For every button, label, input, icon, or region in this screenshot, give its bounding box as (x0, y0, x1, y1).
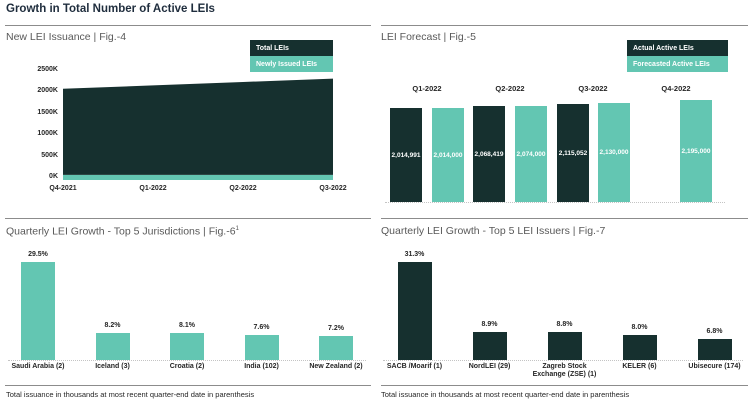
fig5-legend: Actual Active LEIs Forecasted Active LEIs (627, 40, 728, 72)
fig5-title: LEI Forecast | Fig.-5 (381, 31, 476, 43)
y-tick-label: 500K (41, 151, 58, 159)
percent-value-label: 6.8% (706, 328, 723, 335)
forecast-leis-bar: 2,195,000 (680, 100, 712, 202)
percent-value-label: 8.0% (631, 324, 648, 331)
y-tick-label: 0K (49, 173, 58, 180)
category-label: Croatia (2) (169, 363, 205, 370)
forecast-leis-bar: 2,130,000 (598, 103, 630, 202)
percent-value-label: 7.6% (253, 324, 270, 331)
x-tick-label: Q1-2022 (139, 185, 167, 192)
fig6-title-superscript: 1 (235, 225, 240, 232)
divider (5, 385, 371, 386)
y-tick-label: 1000K (37, 130, 58, 138)
x-tick-label: Q2-2022 (229, 185, 257, 192)
bar-value-label: 2,074,000 (516, 150, 546, 158)
bar-value-label: 2,195,000 (681, 147, 711, 155)
divider (381, 25, 748, 26)
divider (381, 385, 748, 386)
y-tick-label: 2500K (37, 66, 58, 73)
percent-value-label: 29.5% (28, 251, 48, 258)
percent-value-label: 8.1% (179, 322, 195, 329)
fig4-legend: Total LEIs Newly Issued LEIs (250, 40, 333, 72)
fig6-title-text: Quarterly LEI Growth - Top 5 Jurisdictio… (6, 225, 236, 238)
bar-value-label: 2,068,419 (474, 150, 504, 158)
bar-value-label: 2,115,052 (558, 149, 588, 157)
category-label: Zagreb Stock Exchange (ZSE) (1) (532, 363, 597, 379)
actual-leis-bar: 2,115,052 (557, 104, 589, 202)
page-title: Growth in Total Number of Active LEIs (6, 3, 215, 15)
legend-item: Forecasted Active LEIs (627, 56, 728, 72)
divider (381, 218, 748, 219)
fig7-title: Quarterly LEI Growth - Top 5 LEI Issuers… (381, 225, 606, 237)
quarter-label: Q3-2022 (578, 84, 608, 93)
fig6-title: Quarterly LEI Growth - Top 5 Jurisdictio… (6, 225, 239, 238)
quarter-label: Q4-2022 (661, 84, 691, 93)
category-label: KELER (6) (622, 363, 657, 370)
percent-value-label: 8.2% (104, 322, 121, 329)
category-label: NordLEI (29) (468, 363, 511, 370)
y-tick-label: 2000K (37, 87, 58, 95)
category-label: SACB /Moarif (1) (386, 363, 443, 370)
fig4-title: New LEI Issuance | Fig.-4 (6, 31, 127, 43)
bar-value-label: 2,130,000 (599, 149, 629, 156)
fig5-baseline (385, 202, 725, 203)
fig6-footnote: Total issuance in thousands at most rece… (6, 390, 255, 399)
legend-item: Actual Active LEIs (627, 40, 728, 56)
fig6-baseline (8, 360, 366, 361)
divider (5, 25, 371, 26)
category-label: New Zealand (2) (309, 363, 363, 370)
x-tick-label: Q3-2022 (319, 185, 347, 192)
actual-leis-bar: 2,068,419 (473, 106, 505, 202)
category-bar (397, 262, 432, 360)
fig7-baseline (383, 360, 743, 361)
category-bar (697, 339, 732, 360)
category-bar (622, 335, 657, 360)
category-label: Saudi Arabia (2) (11, 363, 65, 370)
fig7-footnote: Total issuance in thousands at most rece… (381, 390, 630, 399)
divider (5, 218, 371, 219)
category-bar (170, 333, 204, 360)
category-bar (472, 332, 507, 360)
bar-value-label: 2,014,000 (433, 151, 463, 159)
x-tick-label: Q4-2021 (49, 185, 77, 192)
bar-value-label: 2,014,991 (391, 151, 421, 159)
total-leis-area (63, 78, 333, 175)
newly-issued-leis-area (63, 174, 333, 180)
category-bar (95, 333, 130, 360)
y-tick-label: 1500K (37, 108, 58, 116)
percent-value-label: 8.9% (481, 321, 498, 328)
percent-value-label: 31.3% (404, 251, 425, 258)
fig4-area-chart (63, 78, 333, 180)
legend-item: Newly Issued LEIs (250, 56, 333, 72)
actual-leis-bar: 2,014,991 (390, 108, 422, 202)
forecast-leis-bar: 2,074,000 (515, 106, 547, 202)
category-bar (547, 332, 582, 360)
forecast-leis-bar: 2,014,000 (432, 108, 464, 202)
legend-item: Total LEIs (250, 40, 333, 56)
category-bar (244, 335, 279, 360)
quarter-label: Q2-2022 (495, 84, 525, 93)
percent-value-label: 8.8% (556, 321, 573, 328)
category-label: India (102) (244, 363, 279, 370)
category-bar (21, 262, 55, 360)
category-label: Iceland (3) (95, 363, 130, 370)
percent-value-label: 7.2% (328, 325, 344, 332)
quarter-label: Q1-2022 (412, 84, 442, 93)
category-label: Ubisecure (174) (688, 363, 741, 370)
category-bar (319, 336, 353, 360)
